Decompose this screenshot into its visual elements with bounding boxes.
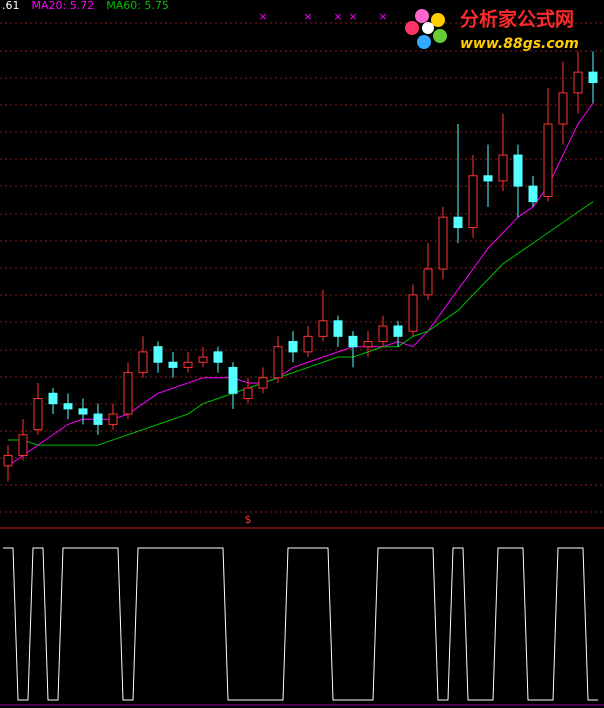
candle-body — [573, 71, 583, 94]
signal-mark: × — [303, 10, 312, 23]
legend-label: MA60: 5.75 — [106, 0, 169, 12]
candle-body — [423, 268, 433, 296]
logo: 分析家公式网 www.88gs.com — [405, 8, 579, 52]
candle-body — [318, 320, 328, 337]
buy-mark: $ — [245, 513, 252, 526]
candle-body — [438, 216, 448, 270]
candle-body — [363, 341, 373, 348]
candle-body — [138, 351, 148, 374]
signal-mark: × — [348, 10, 357, 23]
candle-body — [348, 335, 358, 348]
candle-body — [93, 413, 103, 425]
candle-body — [33, 398, 43, 431]
logo-url: www.88gs.com — [460, 36, 579, 52]
candle-body — [18, 434, 28, 456]
indicator-line — [3, 547, 598, 701]
candle-body — [408, 294, 418, 332]
logo-title: 分析家公式网 — [460, 8, 574, 31]
candle-body — [528, 185, 538, 203]
candle-body — [63, 403, 73, 410]
candle-body — [258, 377, 268, 389]
candle-body — [213, 351, 223, 363]
candle-body — [123, 372, 133, 415]
candle-body — [78, 408, 88, 415]
candle-body — [393, 325, 403, 337]
grid — [0, 22, 604, 513]
signal-mark: × — [258, 10, 267, 23]
candle-body — [483, 175, 493, 182]
candle-body — [243, 387, 253, 400]
candle-body — [273, 346, 283, 379]
candle-body — [153, 346, 163, 363]
signal-mark: × — [333, 10, 342, 23]
candle-body — [453, 216, 463, 229]
signal-mark: × — [378, 10, 387, 23]
candle-body — [558, 92, 568, 125]
legend-label: MA20: 5.72 — [32, 0, 95, 12]
candle-body — [168, 361, 178, 368]
candle-body — [288, 341, 298, 353]
candle-body — [543, 123, 553, 197]
ma-line — [7, 102, 594, 467]
candle-body — [303, 335, 313, 353]
legend-label: .61 — [2, 0, 20, 12]
candle-body — [48, 392, 58, 405]
candle-body — [513, 154, 523, 187]
candle-body — [108, 413, 118, 425]
candle-body — [183, 361, 193, 368]
candle-body — [228, 366, 238, 394]
candle-body — [498, 154, 508, 182]
ma-line — [8, 201, 594, 446]
candle-body — [468, 175, 478, 229]
candle-body — [333, 320, 343, 337]
candle-body — [588, 71, 598, 84]
candle-body — [3, 454, 13, 467]
candle-body — [198, 356, 208, 363]
candle-body — [378, 325, 388, 343]
